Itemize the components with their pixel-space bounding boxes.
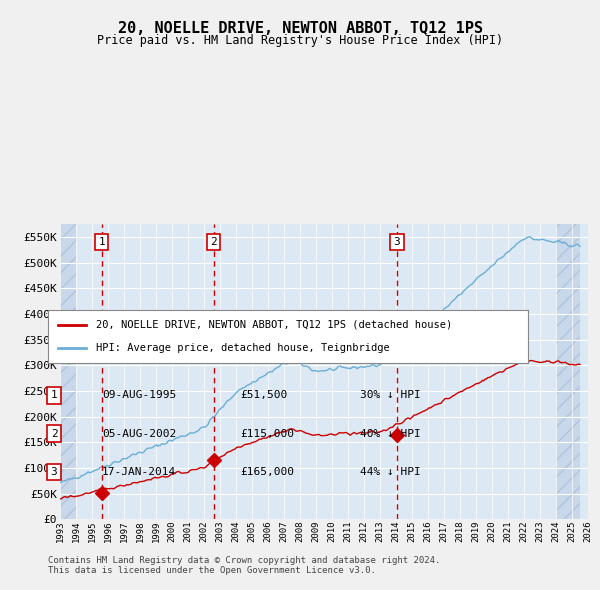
Text: HPI: Average price, detached house, Teignbridge: HPI: Average price, detached house, Teig… (96, 343, 390, 353)
Text: 20, NOELLE DRIVE, NEWTON ABBOT, TQ12 1PS: 20, NOELLE DRIVE, NEWTON ABBOT, TQ12 1PS (118, 21, 482, 35)
Text: £115,000: £115,000 (240, 429, 294, 438)
Text: 3: 3 (50, 467, 58, 477)
Text: £165,000: £165,000 (240, 467, 294, 477)
Text: 09-AUG-1995: 09-AUG-1995 (102, 391, 176, 400)
Text: 1: 1 (98, 237, 105, 247)
Text: 30% ↓ HPI: 30% ↓ HPI (360, 391, 421, 400)
Text: 44% ↓ HPI: 44% ↓ HPI (360, 467, 421, 477)
Bar (60, 224, 76, 519)
Text: £51,500: £51,500 (240, 391, 287, 400)
Text: 2: 2 (210, 237, 217, 247)
Text: 17-JAN-2014: 17-JAN-2014 (102, 467, 176, 477)
Text: 1: 1 (50, 391, 58, 400)
Text: 40% ↓ HPI: 40% ↓ HPI (360, 429, 421, 438)
Bar (556, 224, 580, 519)
Text: 20, NOELLE DRIVE, NEWTON ABBOT, TQ12 1PS (detached house): 20, NOELLE DRIVE, NEWTON ABBOT, TQ12 1PS… (96, 320, 452, 330)
Text: Price paid vs. HM Land Registry's House Price Index (HPI): Price paid vs. HM Land Registry's House … (97, 34, 503, 47)
Text: 3: 3 (394, 237, 400, 247)
Text: 2: 2 (50, 429, 58, 438)
Text: 05-AUG-2002: 05-AUG-2002 (102, 429, 176, 438)
Text: Contains HM Land Registry data © Crown copyright and database right 2024.
This d: Contains HM Land Registry data © Crown c… (48, 556, 440, 575)
